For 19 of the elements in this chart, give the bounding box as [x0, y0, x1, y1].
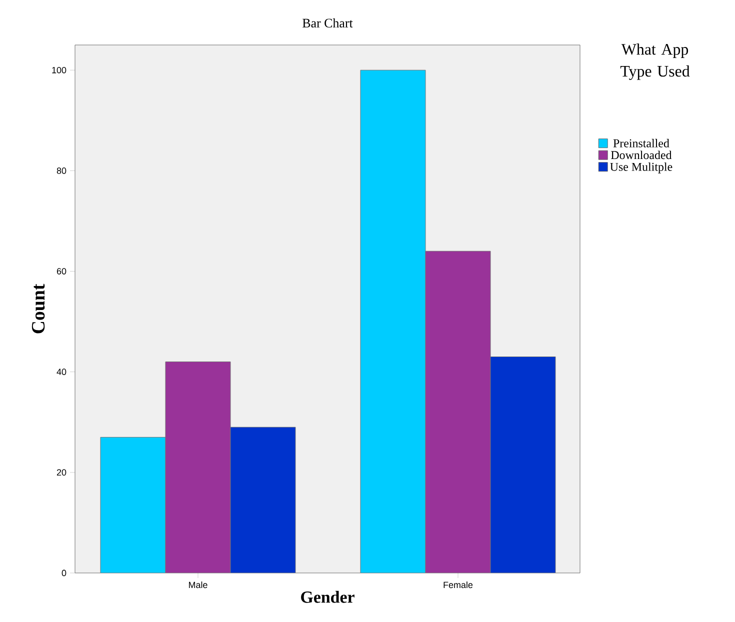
legend-title: What App Type Used	[620, 44, 690, 80]
bar	[165, 362, 231, 573]
bar	[100, 436, 166, 573]
y-tick-label: 0	[62, 570, 66, 576]
bar	[425, 250, 491, 573]
x-axis-title: Gender	[301, 590, 354, 603]
y-tick-label: 40	[56, 368, 66, 376]
legend-label: Preinstalled	[613, 138, 670, 148]
y-axis-title: Count	[32, 284, 45, 334]
bar	[360, 70, 426, 573]
x-tick-label: Male	[189, 582, 208, 588]
x-tick-label: Female	[444, 582, 473, 588]
legend-label: Downloaded	[611, 150, 672, 160]
y-tick-label: 60	[56, 268, 66, 274]
y-tick-label: 100	[52, 66, 66, 74]
chart-title: Bar Chart	[302, 18, 353, 28]
y-tick-label: 80	[56, 168, 66, 174]
y-tick-label: 20	[56, 469, 66, 476]
legend-label: Use Mulitple	[610, 162, 672, 174]
